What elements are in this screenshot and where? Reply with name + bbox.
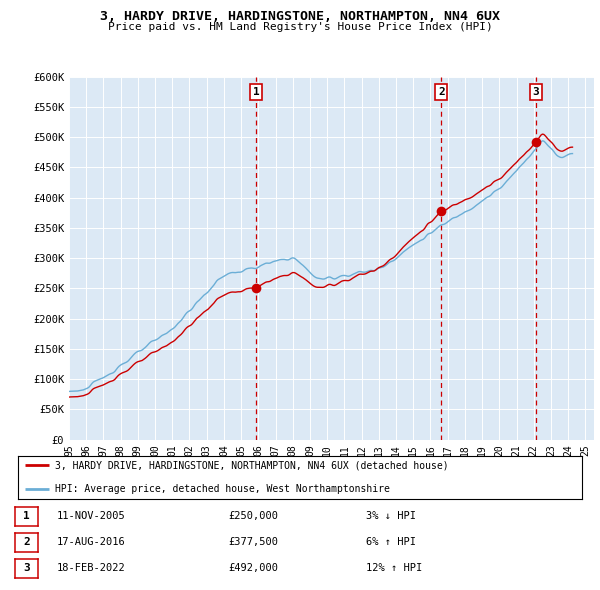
Text: 2: 2	[23, 537, 30, 547]
Text: HPI: Average price, detached house, West Northamptonshire: HPI: Average price, detached house, West…	[55, 484, 389, 494]
Text: £492,000: £492,000	[228, 563, 278, 573]
Text: 11-NOV-2005: 11-NOV-2005	[57, 512, 126, 521]
Text: 3, HARDY DRIVE, HARDINGSTONE, NORTHAMPTON, NN4 6UX: 3, HARDY DRIVE, HARDINGSTONE, NORTHAMPTO…	[100, 10, 500, 23]
Text: 3, HARDY DRIVE, HARDINGSTONE, NORTHAMPTON, NN4 6UX (detached house): 3, HARDY DRIVE, HARDINGSTONE, NORTHAMPTO…	[55, 460, 448, 470]
Text: 3: 3	[533, 87, 539, 97]
Text: 17-AUG-2016: 17-AUG-2016	[57, 537, 126, 547]
Text: 1: 1	[253, 87, 259, 97]
Text: £377,500: £377,500	[228, 537, 278, 547]
Text: 1: 1	[23, 512, 30, 521]
Text: 3% ↓ HPI: 3% ↓ HPI	[366, 512, 416, 521]
Text: 2: 2	[438, 87, 445, 97]
Text: 18-FEB-2022: 18-FEB-2022	[57, 563, 126, 573]
Text: 6% ↑ HPI: 6% ↑ HPI	[366, 537, 416, 547]
Text: Price paid vs. HM Land Registry's House Price Index (HPI): Price paid vs. HM Land Registry's House …	[107, 22, 493, 32]
Text: 3: 3	[23, 563, 30, 573]
Text: £250,000: £250,000	[228, 512, 278, 521]
Text: 12% ↑ HPI: 12% ↑ HPI	[366, 563, 422, 573]
